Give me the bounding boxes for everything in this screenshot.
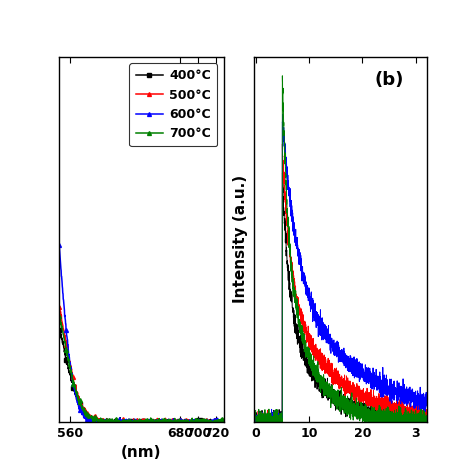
700°C — [221, 419, 227, 425]
Y-axis label: Intensity (a.u.): Intensity (a.u.) — [233, 175, 248, 303]
X-axis label: (nm): (nm) — [121, 445, 162, 460]
600°C — [109, 419, 114, 425]
Line: 400°C: 400°C — [57, 326, 226, 424]
Line: 700°C: 700°C — [57, 314, 226, 424]
600°C — [164, 418, 170, 423]
400°C — [92, 419, 98, 425]
400°C — [97, 418, 103, 424]
700°C — [164, 419, 170, 425]
600°C — [103, 419, 109, 425]
400°C — [185, 419, 191, 425]
400°C — [56, 327, 62, 332]
700°C — [184, 418, 190, 423]
500°C — [205, 419, 210, 424]
Line: 500°C: 500°C — [57, 305, 226, 424]
600°C — [205, 419, 210, 425]
Legend: 400°C, 500°C, 600°C, 700°C: 400°C, 500°C, 600°C, 700°C — [129, 63, 218, 146]
500°C — [184, 419, 190, 425]
600°C — [97, 418, 102, 423]
500°C — [164, 419, 170, 424]
600°C — [86, 419, 92, 425]
500°C — [109, 418, 114, 423]
500°C — [92, 419, 98, 425]
500°C — [97, 419, 102, 424]
700°C — [109, 419, 114, 425]
400°C — [205, 419, 211, 425]
400°C — [109, 419, 115, 425]
400°C — [165, 417, 171, 423]
700°C — [205, 419, 210, 425]
700°C — [56, 313, 62, 319]
700°C — [103, 419, 109, 425]
Line: 600°C: 600°C — [57, 243, 226, 424]
600°C — [184, 418, 190, 424]
500°C — [56, 304, 62, 310]
700°C — [97, 419, 102, 424]
600°C — [56, 242, 62, 248]
400°C — [103, 419, 109, 425]
500°C — [221, 419, 227, 425]
400°C — [221, 418, 227, 423]
700°C — [90, 419, 96, 425]
500°C — [103, 417, 109, 423]
400°C — [56, 325, 62, 330]
600°C — [221, 417, 227, 423]
Text: (b): (b) — [375, 72, 404, 90]
